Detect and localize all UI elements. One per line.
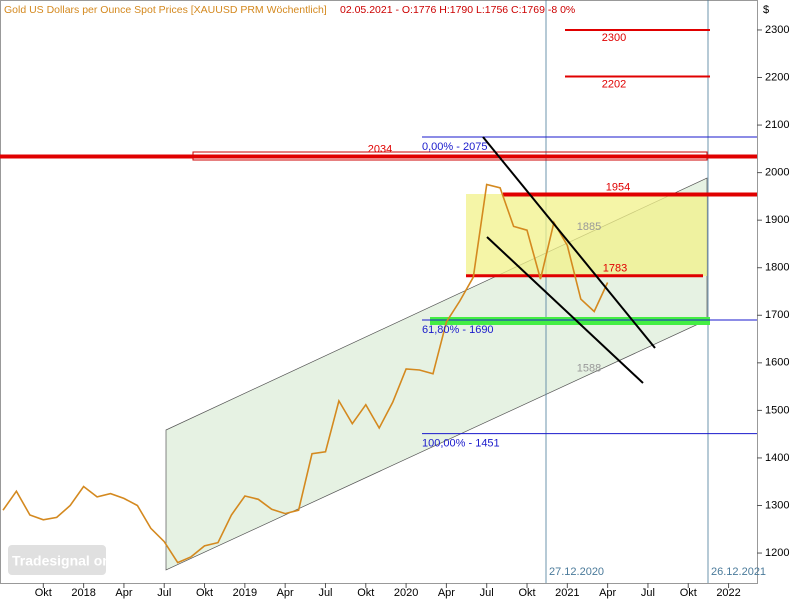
fib-label: 100,00% - 1451 [422, 438, 500, 450]
price-line [2, 183, 609, 564]
logo-box [8, 545, 106, 575]
x-tick-label: Okt [357, 587, 374, 599]
y-tick-label: 1900 [765, 214, 789, 226]
fib-label: 61,80% - 1690 [422, 324, 494, 336]
x-tick-label: Apr [599, 587, 616, 599]
y-tick-label: 1400 [765, 452, 789, 464]
x-tick-label: Apr [438, 587, 455, 599]
marker-label: 27.12.2020 [549, 566, 604, 578]
x-tick-label: Jul [157, 587, 171, 599]
y-tick-label: 2100 [765, 119, 789, 131]
y-tick-label: 2200 [765, 71, 789, 83]
x-tick-label: Apr [115, 587, 132, 599]
y-tick-label: 1200 [765, 547, 789, 559]
x-tick-label: 2022 [716, 587, 740, 599]
zone-label: 1588 [577, 362, 601, 374]
x-tick-label: Okt [518, 587, 535, 599]
fib-label: 0,00% - 2075 [422, 141, 487, 153]
marker-label: 26.12.2021 [711, 566, 766, 578]
x-tick-label: 2018 [71, 587, 95, 599]
level-label: 1783 [603, 263, 627, 275]
level-label: 2034 [368, 143, 392, 155]
trend-line [486, 236, 644, 384]
level-label: 2202 [602, 78, 626, 90]
x-tick-label: 2019 [233, 587, 257, 599]
x-tick-label: Jul [641, 587, 655, 599]
x-tick-label: Okt [196, 587, 213, 599]
x-tick-label: 2021 [555, 587, 579, 599]
chart-title: Gold US Dollars per Ounce Spot Prices [X… [4, 4, 327, 16]
level-label: 1954 [606, 181, 630, 193]
y-tick-label: 1300 [765, 499, 789, 511]
x-tick-label: Okt [35, 587, 52, 599]
logo: Tradesignal online [12, 553, 135, 569]
x-tick-label: Jul [318, 587, 332, 599]
y-tick-label: 1600 [765, 357, 789, 369]
y-tick-label: 1500 [765, 404, 789, 416]
zone-label: 1885 [577, 221, 601, 233]
y-tick-label: 2300 [765, 24, 789, 36]
level-label: 2300 [602, 32, 626, 44]
support-band [430, 317, 710, 325]
x-tick-label: Jul [480, 587, 494, 599]
x-tick-label: Okt [680, 587, 697, 599]
target-zone [466, 194, 707, 276]
quote: 02.05.2021 - O:1776 H:1790 L:1756 C:1769… [340, 4, 575, 16]
x-tick-label: 2020 [394, 587, 418, 599]
y-unit: $ [763, 4, 769, 16]
x-tick-label: Apr [277, 587, 294, 599]
y-tick-label: 2000 [765, 167, 789, 179]
trend-line [482, 136, 656, 349]
y-tick-label: 1700 [765, 309, 789, 321]
y-tick-label: 1800 [765, 262, 789, 274]
